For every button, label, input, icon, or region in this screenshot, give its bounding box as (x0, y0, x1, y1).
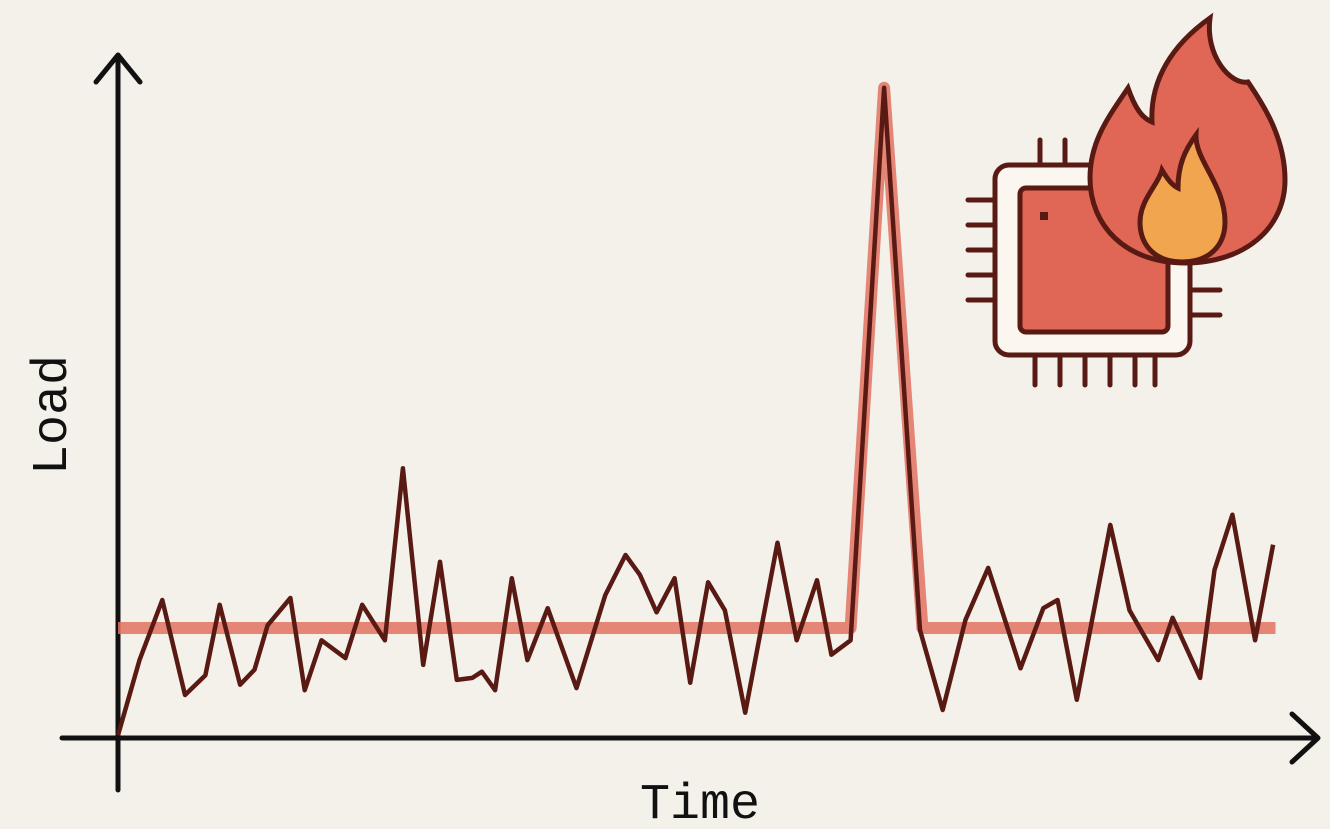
x-axis-label: Time (640, 777, 760, 829)
y-axis-label: Load (25, 355, 82, 475)
cpu-icon (965, 12, 1288, 388)
load-line (115, 85, 1276, 736)
axes (59, 52, 1321, 793)
y-axis (93, 52, 143, 793)
x-axis (59, 711, 1321, 765)
